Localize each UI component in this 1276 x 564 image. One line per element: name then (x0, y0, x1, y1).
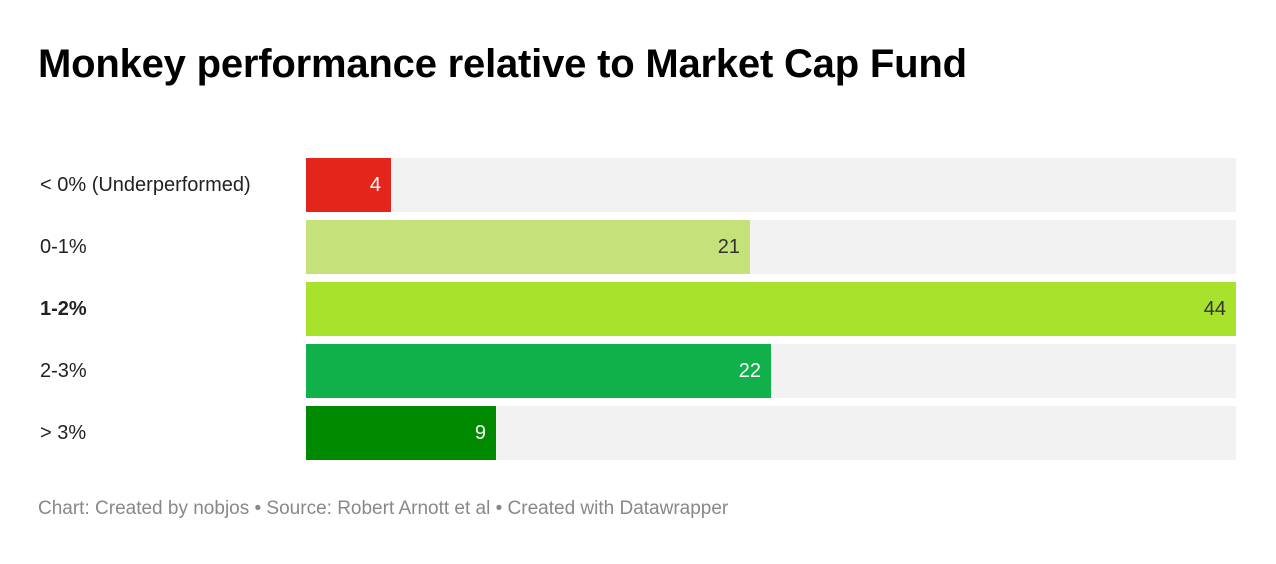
bar-track: 21 (306, 220, 1236, 274)
bar-row: < 0% (Underperformed) 4 (0, 158, 1276, 212)
bar-value-label: 9 (474, 422, 486, 444)
bar (306, 344, 771, 398)
bar-track: 9 (306, 406, 1236, 460)
bar-track: 4 (306, 158, 1236, 212)
bar-row: > 3% 9 (0, 406, 1276, 460)
category-label: 0-1% (40, 236, 87, 258)
category-label: 2-3% (40, 360, 87, 382)
bar-track: 44 (306, 282, 1236, 336)
category-label: < 0% (Underperformed) (40, 174, 251, 196)
bar-value-label: 22 (738, 360, 761, 382)
bar-value-label: 21 (717, 236, 740, 258)
bar-value-label: 4 (369, 174, 381, 196)
category-label: > 3% (40, 422, 87, 444)
category-label: 1-2% (40, 298, 87, 320)
bar-row: 1-2% 44 (0, 282, 1276, 336)
bar (306, 282, 1236, 336)
bar (306, 406, 496, 460)
chart-footer: Chart: Created by nobjos • Source: Rober… (38, 498, 729, 519)
bar (306, 158, 391, 212)
bar-value-label: 44 (1203, 298, 1226, 320)
bar-row: 2-3% 22 (0, 344, 1276, 398)
bar (306, 220, 750, 274)
chart-title: Monkey performance relative to Market Ca… (38, 42, 967, 86)
bar-row: 0-1% 21 (0, 220, 1276, 274)
bar-track: 22 (306, 344, 1236, 398)
